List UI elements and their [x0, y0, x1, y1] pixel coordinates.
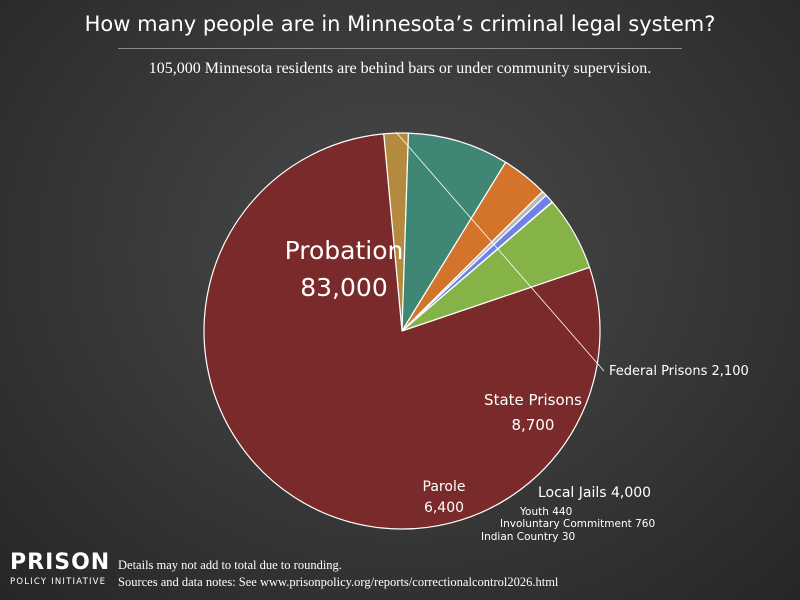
slice-value-involuntary-commitment: 760: [635, 518, 655, 530]
slice-value-parole: 6,400: [424, 500, 464, 516]
pie-slice-probation[interactable]: [203, 133, 601, 530]
slice-label-parole: Parole: [423, 479, 466, 495]
slice-name-youth: Youth: [519, 506, 549, 518]
slice-name-federal-prisons: Federal Prisons: [609, 364, 708, 379]
page-subtitle: 105,000 Minnesota residents are behind b…: [148, 60, 652, 77]
slice-name-involuntary-commitment: Involuntary Commitment: [500, 518, 632, 530]
page-title: How many people are in Minnesota’s crimi…: [84, 12, 716, 36]
slice-value-indian-country: 30: [562, 531, 575, 543]
slice-label-involuntary-commitment: Involuntary Commitment 760: [500, 518, 655, 530]
leader-line-federal-prisons: [395, 131, 605, 372]
pie-slices: [203, 132, 601, 530]
slice-label-local-jails: Local Jails 4,000: [538, 485, 651, 501]
footnotes: Details may not add to total due to roun…: [118, 557, 558, 591]
rounding-note: Details may not add to total due to roun…: [118, 558, 342, 572]
slice-label-probation: Probation: [285, 236, 404, 265]
sources-note: Sources and data notes: See www.prisonpo…: [118, 575, 559, 589]
slice-value-local-jails: 4,000: [611, 485, 651, 501]
slice-name-indian-country: Indian Country: [481, 531, 558, 543]
title-divider: [118, 48, 682, 49]
slice-label-youth: Youth 440: [519, 506, 572, 518]
pie-labels: Probation 83,000 State Prisons 8,700 Parole 6…: [285, 131, 749, 543]
prison-policy-logo[interactable]: PRISON POLICY INITIATIVE: [10, 550, 111, 588]
logo-wordmark: PRISON: [10, 550, 111, 575]
slice-label-federal-prisons: Federal Prisons 2,100: [609, 364, 749, 379]
slice-value-youth: 440: [552, 506, 572, 518]
slice-label-indian-country: Indian Country 30: [481, 531, 575, 543]
slice-name-local-jails: Local Jails: [538, 485, 607, 501]
logo-subtitle: POLICY INITIATIVE: [10, 577, 107, 587]
slice-value-probation: 83,000: [300, 273, 387, 302]
slice-value-federal-prisons: 2,100: [712, 364, 749, 379]
pie-slice-state-prisons[interactable]: [401, 132, 507, 332]
slice-label-state-prisons: State Prisons: [484, 391, 582, 409]
slice-value-state-prisons: 8,700: [512, 416, 555, 434]
